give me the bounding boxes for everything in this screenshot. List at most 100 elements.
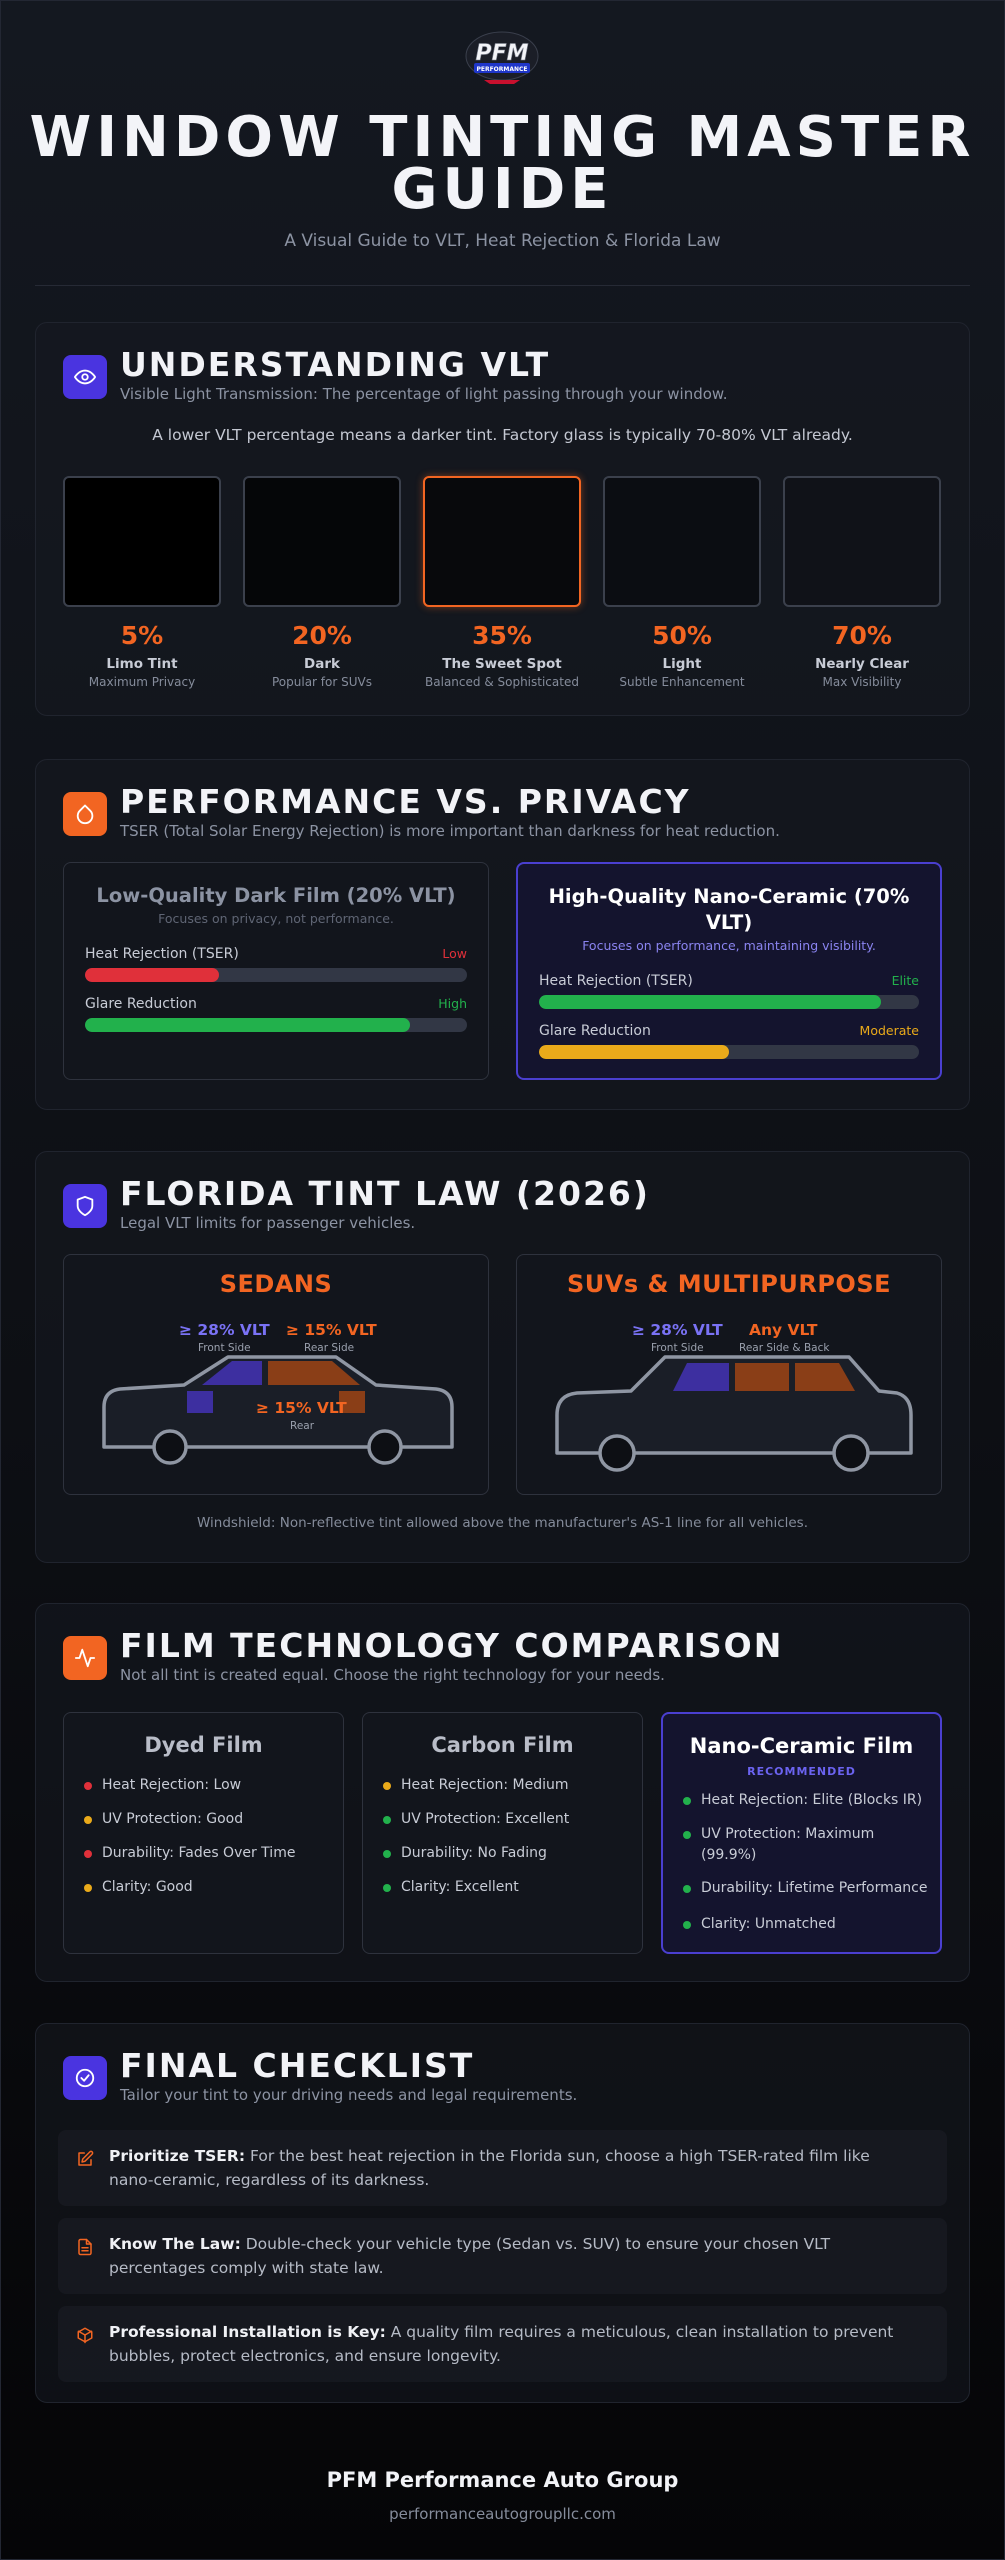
suv-card: SUVs & MULTIPURPOSE ≥ 28% VLT Front Side… xyxy=(516,1254,942,1495)
film-feature-text: Heat Rejection: Medium xyxy=(401,1777,569,1793)
page-subtitle: A Visual Guide to VLT, Heat Rejection & … xyxy=(284,231,721,251)
low-quality-card: Low-Quality Dark Film (20% VLT) Focuses … xyxy=(63,862,489,1080)
film-card-title: Nano-Ceramic Film xyxy=(689,1734,914,1758)
vlt-percent: 70% xyxy=(832,621,892,650)
film-feature: Clarity: Unmatched xyxy=(683,1914,928,1935)
high-card-title: High-Quality Nano-Ceramic (70% VLT) xyxy=(548,885,910,934)
film-feature-text: Durability: Fades Over Time xyxy=(102,1845,296,1861)
rating-dot xyxy=(84,1816,92,1824)
rating-dot xyxy=(84,1884,92,1892)
bar-label: Glare Reduction xyxy=(539,1023,651,1039)
footer-website-link[interactable]: performanceautogroupllc.com xyxy=(389,2505,616,2523)
film-feature-text: Heat Rejection: Elite (Blocks IR) xyxy=(701,1792,923,1808)
checklist-body: A quality film requires a meticulous, cl… xyxy=(109,2323,894,2365)
high-quality-card: High-Quality Nano-Ceramic (70% VLT) Focu… xyxy=(516,862,942,1080)
checklist-text: Know The Law: Double-check your vehicle … xyxy=(109,2232,917,2280)
low-card-title: Low-Quality Dark Film (20% VLT) xyxy=(96,884,456,907)
bar-label: Heat Rejection (TSER) xyxy=(85,946,239,962)
bar-label: Heat Rejection (TSER) xyxy=(539,973,693,989)
vlt-swatch-35 xyxy=(423,476,581,607)
bar-label: Glare Reduction xyxy=(85,996,197,1012)
high-card-note: Focuses on performance, maintaining visi… xyxy=(582,938,876,953)
film-feature: Durability: Lifetime Performance xyxy=(683,1878,928,1899)
rating-dot xyxy=(683,1797,691,1805)
sedan-rear-side-value: ≥ 15% VLT xyxy=(286,1321,377,1339)
glare-reduction-bar xyxy=(539,1045,919,1059)
bar-rating: Moderate xyxy=(859,1023,919,1038)
rating-dot xyxy=(383,1850,391,1858)
film-feature: Heat Rejection: Elite (Blocks IR) xyxy=(683,1790,928,1811)
checklist-body: Double-check your vehicle type (Sedan vs… xyxy=(109,2235,831,2277)
checklist-body: For the best heat rejection in the Flori… xyxy=(109,2147,870,2189)
suv-rear-label: Rear Side & Back xyxy=(739,1342,830,1354)
film-feature: Durability: No Fading xyxy=(383,1843,630,1864)
checklist-section: FINAL CHECKLIST Tailor your tint to your… xyxy=(35,2023,970,2403)
eye-icon xyxy=(63,355,107,399)
vlt-note: A lower VLT percentage means a darker ti… xyxy=(152,426,853,444)
glare-reduction-bar xyxy=(85,1018,467,1032)
law-section: FLORIDA TINT LAW (2026) Legal VLT limits… xyxy=(35,1151,970,1563)
bar-fill xyxy=(85,968,219,982)
film-feature-text: Heat Rejection: Low xyxy=(102,1777,242,1793)
film-card-title: Dyed Film xyxy=(144,1733,263,1757)
rating-dot xyxy=(383,1816,391,1824)
vlt-name: Dark xyxy=(304,656,340,672)
sedan-rear-value: ≥ 15% VLT xyxy=(256,1399,347,1417)
vlt-percent: 50% xyxy=(652,621,712,650)
shield-icon xyxy=(63,1184,107,1228)
activity-icon xyxy=(63,1636,107,1680)
sedan-card: SEDANS ≥ 28% VLT Front Side ≥ 15% VLT Re… xyxy=(63,1254,489,1495)
vlt-swatch-5 xyxy=(63,476,221,607)
checklist-item: Know The Law: Double-check your vehicle … xyxy=(58,2218,947,2294)
film-card-title: Carbon Film xyxy=(431,1733,574,1757)
pfm-logo: PFM PERFORMANCE xyxy=(462,30,542,94)
suv-title: SUVs & MULTIPURPOSE xyxy=(567,1270,891,1298)
droplet-icon xyxy=(63,792,107,836)
check-circle-icon xyxy=(63,2056,107,2100)
vlt-percent: 20% xyxy=(292,621,352,650)
law-title: FLORIDA TINT LAW (2026) xyxy=(120,1174,650,1213)
sedan-title: SEDANS xyxy=(219,1270,333,1298)
document-icon xyxy=(78,2238,92,2256)
rating-dot xyxy=(683,1831,691,1839)
film-feature-text: UV Protection: Excellent xyxy=(401,1811,570,1827)
bar-fill xyxy=(539,1045,729,1059)
film-feature-text: Durability: Lifetime Performance xyxy=(701,1880,928,1896)
dyed-film-card: Dyed Film Heat Rejection: Low UV Protect… xyxy=(63,1712,344,1954)
edit-icon xyxy=(78,2150,94,2166)
film-subtitle: Not all tint is created equal. Choose th… xyxy=(120,1666,665,1684)
rating-dot xyxy=(84,1850,92,1858)
checklist-text: Professional Installation is Key: A qual… xyxy=(109,2320,917,2368)
vlt-name: The Sweet Spot xyxy=(442,656,562,672)
film-feature-text: Clarity: Excellent xyxy=(401,1879,519,1895)
rating-dot xyxy=(383,1782,391,1790)
performance-section: PERFORMANCE VS. PRIVACY TSER (Total Sola… xyxy=(35,759,970,1110)
rating-dot xyxy=(683,1885,691,1893)
sedan-front-value: ≥ 28% VLT xyxy=(179,1321,270,1339)
carbon-film-card: Carbon Film Heat Rejection: Medium UV Pr… xyxy=(362,1712,643,1954)
recommended-badge: RECOMMENDED xyxy=(747,1765,856,1778)
film-feature: UV Protection: Excellent xyxy=(383,1809,630,1830)
vlt-desc: Max Visibility xyxy=(822,675,902,689)
checklist-subtitle: Tailor your tint to your driving needs a… xyxy=(120,2086,578,2104)
checklist-item: Professional Installation is Key: A qual… xyxy=(58,2306,947,2382)
vlt-swatch-50 xyxy=(603,476,761,607)
checklist-item: Prioritize TSER: For the best heat rejec… xyxy=(58,2130,947,2206)
film-feature-text: Clarity: Good xyxy=(102,1879,193,1895)
vlt-title: UNDERSTANDING VLT xyxy=(120,345,551,384)
performance-title: PERFORMANCE VS. PRIVACY xyxy=(120,782,691,821)
vlt-subtitle: Visible Light Transmission: The percenta… xyxy=(120,385,728,403)
vlt-percent: 5% xyxy=(120,621,164,650)
rating-dot xyxy=(383,1884,391,1892)
footer-company-name: PFM Performance Auto Group xyxy=(326,2468,679,2492)
suv-illustration xyxy=(555,1355,913,1472)
rating-dot xyxy=(683,1921,691,1929)
vlt-desc: Balanced & Sophisticated xyxy=(425,675,579,689)
page-title: WINDOW TINTING MASTER GUIDE xyxy=(29,105,976,222)
low-card-note: Focuses on privacy, not performance. xyxy=(158,911,394,926)
film-feature: Clarity: Good xyxy=(84,1877,331,1898)
bar-fill xyxy=(85,1018,410,1032)
sedan-front-label: Front Side xyxy=(198,1342,251,1354)
vlt-section: UNDERSTANDING VLT Visible Light Transmis… xyxy=(35,322,970,716)
sedan-rear-side-label: Rear Side xyxy=(304,1342,355,1354)
